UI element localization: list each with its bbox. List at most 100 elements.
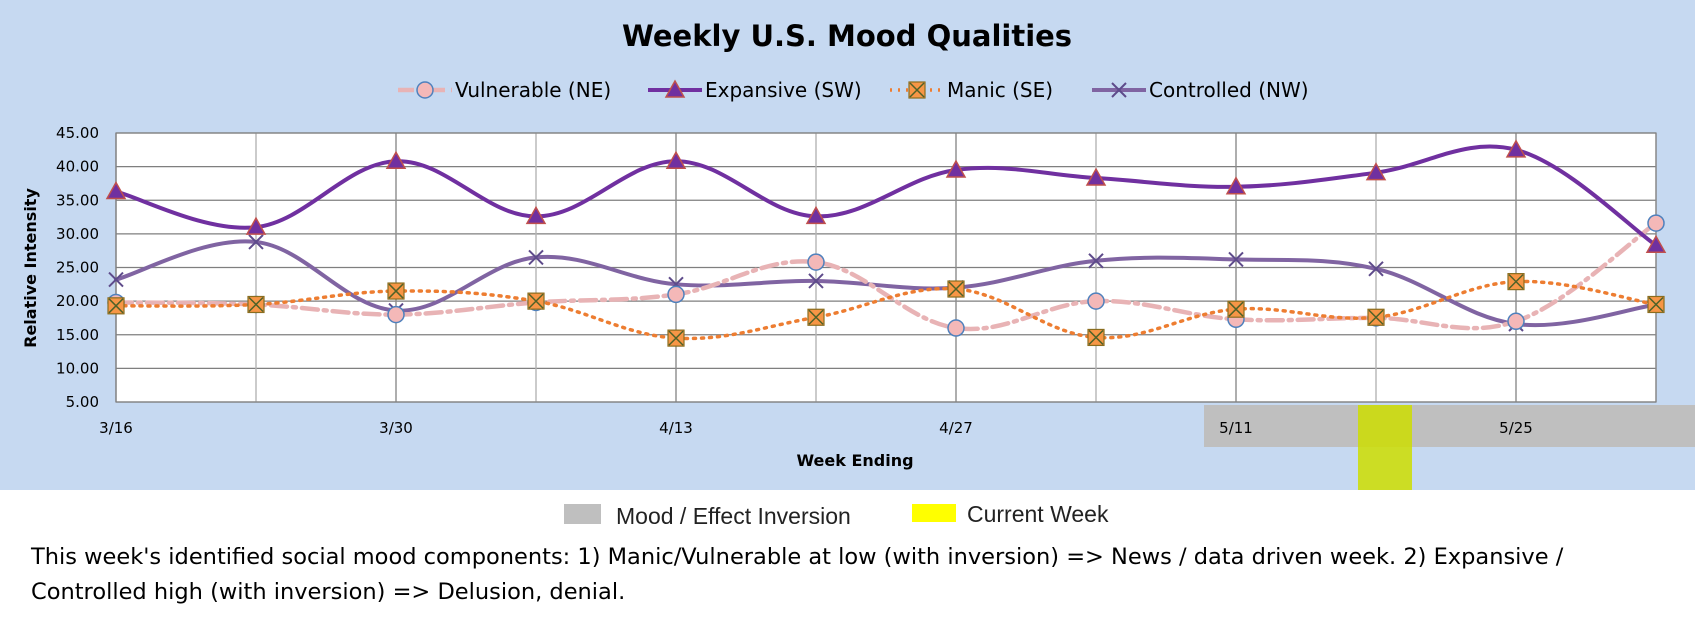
data-point xyxy=(1087,292,1105,310)
data-point-cross xyxy=(948,281,964,297)
data-point-cross xyxy=(1508,274,1524,290)
highlight-overlays xyxy=(1204,405,1695,490)
x-tick-label: 5/25 xyxy=(1499,419,1533,437)
current-week-key-label: Current Week xyxy=(967,501,1109,527)
x-tick-label: 3/30 xyxy=(379,419,413,437)
current-week-swatch xyxy=(912,504,956,522)
x-tick-label: 4/13 xyxy=(659,419,693,437)
y-tick-label: 5.00 xyxy=(66,393,99,411)
series-markers-1 xyxy=(105,139,1667,254)
data-point-cross xyxy=(668,330,684,346)
current-week-marker xyxy=(1358,405,1412,490)
data-point xyxy=(1505,139,1527,158)
legend-item: Expansive (SW) xyxy=(648,78,862,102)
highlight-key: Mood / Effect Inversion Current Week xyxy=(564,501,1109,529)
legend-item: Vulnerable (NE) xyxy=(398,78,611,102)
data-point xyxy=(528,249,544,266)
data-point xyxy=(947,280,965,298)
data-point xyxy=(248,234,264,250)
data-point xyxy=(1085,167,1107,186)
data-point xyxy=(1645,234,1667,254)
series-markers-2 xyxy=(107,273,1665,347)
data-point xyxy=(1227,300,1245,318)
y-tick-label: 25.00 xyxy=(56,259,99,277)
y-axis-title: Relative Intensity xyxy=(21,188,40,348)
data-point xyxy=(947,319,965,337)
x-tick-label: 5/11 xyxy=(1219,419,1253,437)
data-point xyxy=(665,150,687,169)
legend-item: Controlled (NW) xyxy=(1092,78,1309,102)
data-point xyxy=(387,282,405,300)
data-point xyxy=(1088,253,1104,269)
legend-label: Vulnerable (NE) xyxy=(455,78,611,102)
data-point xyxy=(385,150,407,169)
inversion-swatch xyxy=(564,504,601,524)
data-point xyxy=(1225,176,1247,195)
data-point xyxy=(525,205,547,225)
x-axis-title: Week Ending xyxy=(796,451,913,470)
data-point-cross xyxy=(388,283,404,299)
data-point xyxy=(1365,162,1387,181)
legend-label: Expansive (SW) xyxy=(705,78,862,102)
data-point-cross xyxy=(1088,329,1104,345)
y-tick-label: 35.00 xyxy=(56,191,99,209)
data-point-cross xyxy=(808,309,824,325)
y-tick-label: 15.00 xyxy=(56,326,99,344)
legend-label: Manic (SE) xyxy=(947,78,1053,102)
plot-border xyxy=(115,132,1657,403)
chart-title: Weekly U.S. Mood Qualities xyxy=(622,19,1072,53)
data-point xyxy=(527,292,545,310)
axis-ticks: 5.00 10.00 15.00 20.00 25.00 30.00 35.00 40.00 4… xyxy=(56,124,1533,437)
data-point xyxy=(807,308,825,326)
data-point xyxy=(1647,214,1665,232)
data-point xyxy=(107,297,125,315)
data-point xyxy=(808,273,824,289)
y-tick-label: 45.00 xyxy=(56,124,99,142)
data-point xyxy=(247,295,265,314)
x-tick-label: 3/16 xyxy=(99,419,133,437)
data-point xyxy=(1367,308,1385,326)
y-tick-label: 40.00 xyxy=(56,158,99,176)
legend: Vulnerable (NE) Expansive (SW) Manic (SE) C… xyxy=(398,78,1309,102)
data-point xyxy=(667,285,685,304)
data-point xyxy=(1647,295,1665,314)
legend-swatch-marker xyxy=(416,81,434,99)
data-point xyxy=(805,205,827,225)
data-point-cross xyxy=(1228,301,1244,317)
data-point xyxy=(807,253,825,271)
series-group xyxy=(105,139,1667,347)
y-tick-label: 20.00 xyxy=(56,292,99,310)
legend-swatch-marker xyxy=(664,79,686,98)
data-point xyxy=(387,305,405,324)
data-point-cross xyxy=(1368,309,1384,325)
legend-swatch-marker xyxy=(908,81,926,99)
data-point xyxy=(945,159,967,178)
series-0 xyxy=(113,220,1659,332)
x-tick-label: 4/27 xyxy=(939,419,973,437)
data-point xyxy=(1507,273,1525,291)
data-point-cross xyxy=(1648,296,1664,313)
data-point xyxy=(1228,251,1244,268)
data-point xyxy=(1087,328,1105,347)
inversion-key-label: Mood / Effect Inversion xyxy=(616,503,851,529)
data-point-cross xyxy=(108,298,124,314)
data-point xyxy=(245,216,267,235)
data-point xyxy=(108,271,124,288)
data-point xyxy=(667,329,685,347)
plot-area xyxy=(115,132,1657,403)
mood-summary-caption: This week's identified social mood compo… xyxy=(31,544,1564,605)
legend-swatch-marker-cross xyxy=(909,82,925,98)
data-point xyxy=(1507,312,1525,331)
series-line xyxy=(113,220,1659,332)
data-point xyxy=(105,180,127,200)
series-line xyxy=(114,144,1658,248)
y-tick-label: 30.00 xyxy=(56,225,99,243)
data-point xyxy=(1368,261,1384,277)
legend-swatch-marker xyxy=(1111,82,1127,98)
legend-label: Controlled (NW) xyxy=(1149,78,1309,102)
legend-item: Manic (SE) xyxy=(890,78,1053,102)
data-point-cross xyxy=(248,296,264,313)
y-tick-label: 10.00 xyxy=(56,359,99,377)
series-1 xyxy=(114,144,1658,248)
